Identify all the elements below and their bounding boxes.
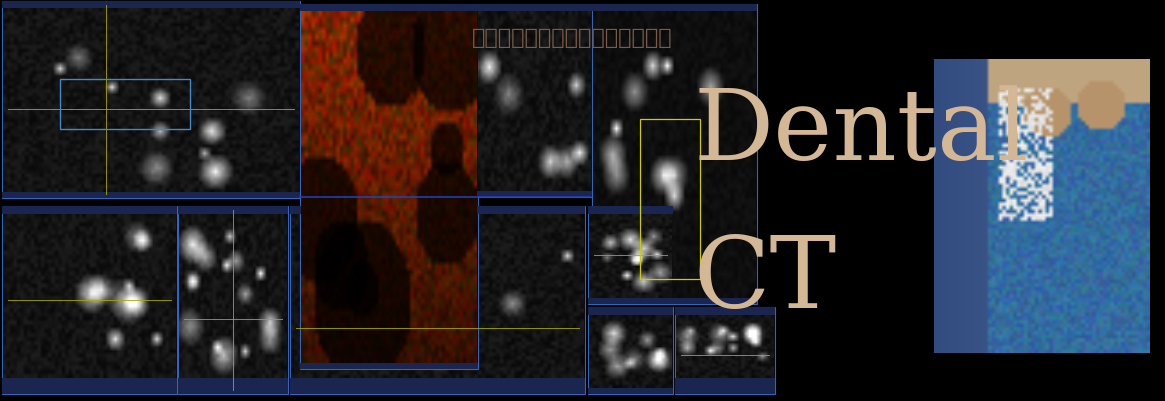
Text: 神経の位置・骨量・骨密度の把握: 神経の位置・骨量・骨密度の把握 bbox=[472, 28, 672, 48]
Text: CT: CT bbox=[693, 233, 836, 328]
Bar bbox=[178, 207, 288, 394]
Bar bbox=[2, 207, 177, 394]
Bar bbox=[290, 207, 585, 215]
Bar bbox=[675, 307, 775, 315]
Bar bbox=[301, 5, 478, 369]
Bar bbox=[588, 207, 673, 215]
Bar bbox=[476, 5, 592, 12]
Bar bbox=[301, 363, 478, 369]
Bar bbox=[2, 378, 177, 394]
Bar bbox=[476, 5, 592, 198]
Bar bbox=[592, 5, 757, 304]
Bar bbox=[2, 192, 301, 198]
Bar bbox=[588, 207, 673, 304]
Bar bbox=[588, 307, 673, 394]
Bar bbox=[588, 388, 673, 394]
Bar bbox=[588, 298, 673, 304]
Bar bbox=[301, 5, 478, 12]
Bar bbox=[290, 378, 585, 394]
Bar bbox=[2, 2, 301, 9]
Text: Dental: Dental bbox=[693, 85, 1029, 180]
Bar bbox=[2, 207, 177, 215]
Bar bbox=[592, 5, 757, 12]
Bar bbox=[640, 120, 700, 279]
Bar bbox=[178, 207, 288, 215]
Bar bbox=[290, 207, 585, 394]
Bar bbox=[675, 307, 775, 394]
Bar bbox=[592, 298, 757, 304]
Bar bbox=[2, 2, 301, 198]
Bar bbox=[61, 80, 190, 130]
Bar bbox=[675, 378, 775, 394]
Bar bbox=[588, 307, 673, 315]
Bar bbox=[476, 192, 592, 198]
Bar bbox=[178, 378, 288, 394]
